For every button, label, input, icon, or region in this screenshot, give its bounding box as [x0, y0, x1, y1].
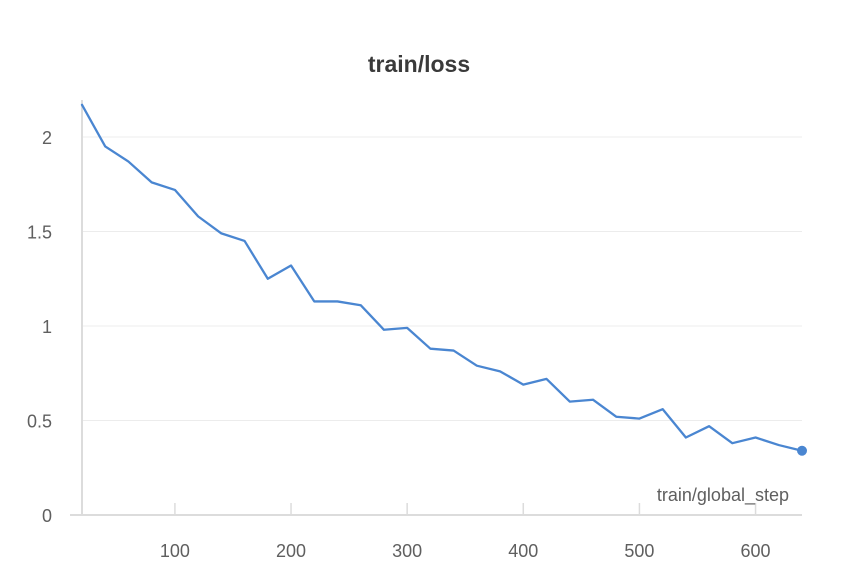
y-tick-label: 1.5: [27, 223, 52, 243]
tick-labels: 0 0.5 1 1.5 2 100 200 300 400 500 600: [27, 128, 771, 561]
axes: [70, 100, 802, 516]
series-line: [80, 103, 804, 452]
x-tick-label: 100: [160, 541, 190, 561]
y-tick-label: 2: [42, 128, 52, 148]
y-tick-label: 0.5: [27, 412, 52, 432]
series-group: [80, 103, 807, 456]
x-tick-label: 300: [392, 541, 422, 561]
grid-lines: [82, 136, 802, 421]
y-tick-label: 1: [42, 317, 52, 337]
series-endpoint: [797, 445, 807, 456]
x-tick-label: 400: [508, 541, 538, 561]
x-tick-label: 600: [741, 541, 771, 561]
x-tick-label: 200: [276, 541, 306, 561]
chart-title: train/loss: [368, 51, 470, 77]
x-tick-label: 500: [624, 541, 654, 561]
y-tick-label: 0: [42, 506, 52, 526]
x-axis-label: train/global_step: [657, 485, 789, 506]
